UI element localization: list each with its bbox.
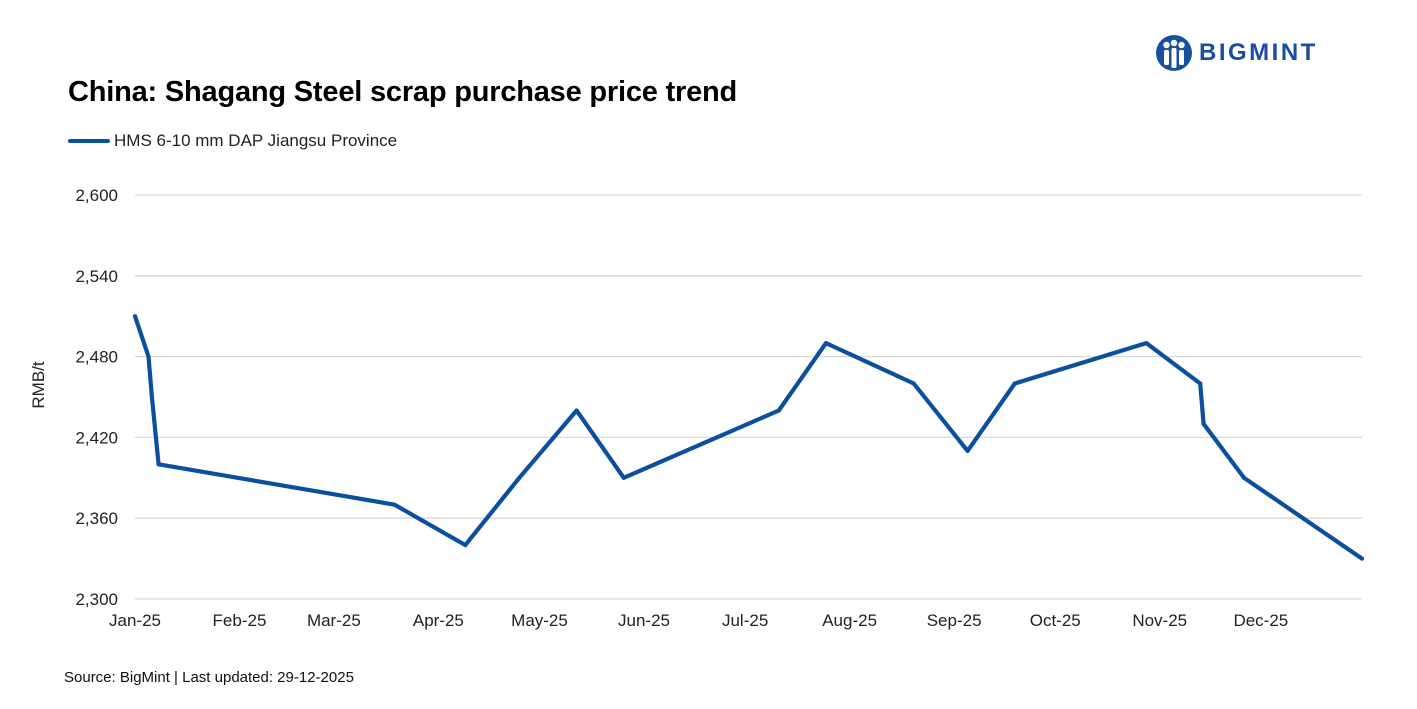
y-tick-label: 2,360: [75, 509, 118, 528]
y-tick-label: 2,540: [75, 267, 118, 286]
data-point: [146, 354, 151, 359]
x-tick-label: Sep-25: [927, 611, 982, 630]
chart-title: China: Shagang Steel scrap purchase pric…: [68, 76, 738, 108]
bigmint-logo-icon: [1156, 35, 1192, 71]
x-tick-label: Aug-25: [822, 611, 877, 630]
x-tick-label: Dec-25: [1233, 611, 1288, 630]
y-tick-label: 2,600: [75, 186, 118, 205]
y-tick-label: 2,300: [75, 590, 118, 609]
y-axis-label: RMB/t: [29, 361, 48, 409]
source-note: Source: BigMint | Last updated: 29-12-20…: [64, 669, 354, 686]
x-tick-label: Jul-25: [722, 611, 768, 630]
x-tick-labels: Jan-25 Feb-25 Mar-25 Apr-25 May-25 Jun-25 Jul-…: [109, 611, 1288, 630]
x-tick-label: Mar-25: [307, 611, 361, 630]
data-point: [156, 462, 161, 467]
x-tick-label: Feb-25: [213, 611, 267, 630]
series: [132, 314, 1365, 561]
data-point: [517, 475, 522, 480]
x-tick-label: Nov-25: [1132, 611, 1187, 630]
data-point: [824, 341, 829, 346]
chart-legend: HMS 6-10 mm DAP Jiangsu Province: [68, 131, 397, 151]
data-point: [392, 502, 397, 507]
data-point: [1360, 556, 1364, 561]
data-point: [911, 381, 916, 386]
data-point: [574, 408, 579, 413]
y-tick-labels: 2,300 2,360 2,420 2,480 2,540 2,600: [75, 186, 118, 609]
data-point: [463, 543, 468, 548]
x-tick-label: Oct-25: [1030, 611, 1081, 630]
legend-swatch: [68, 139, 110, 143]
data-point: [149, 395, 154, 399]
data-point: [621, 475, 626, 480]
x-tick-label: May-25: [511, 611, 568, 630]
data-point: [965, 448, 970, 453]
x-tick-label: Jun-25: [618, 611, 670, 630]
y-tick-label: 2,480: [75, 348, 118, 367]
logo-text: BIGMINT: [1199, 39, 1318, 66]
gridlines: [135, 194, 1362, 600]
x-tick-label: Jan-25: [109, 611, 161, 630]
y-tick-label: 2,420: [75, 428, 118, 447]
data-point: [1144, 341, 1149, 346]
data-point: [1242, 475, 1247, 480]
x-tick-label: Apr-25: [413, 611, 464, 630]
data-point: [776, 408, 781, 413]
data-point: [1201, 421, 1206, 426]
legend-label: HMS 6-10 mm DAP Jiangsu Province: [114, 131, 398, 150]
data-point: [1198, 381, 1203, 386]
brand-logo: BIGMINT: [1155, 34, 1318, 72]
data-point: [1012, 381, 1017, 386]
data-point: [133, 314, 137, 319]
